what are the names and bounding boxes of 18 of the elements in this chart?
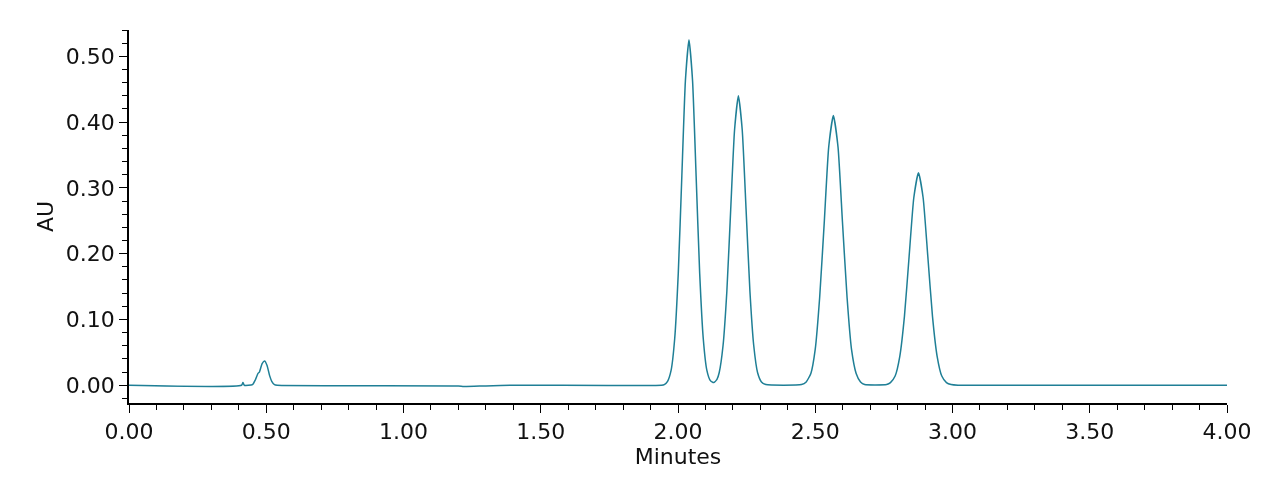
x-tick-label: 2.50	[790, 419, 840, 445]
y-axis-title: AU	[33, 200, 59, 233]
y-tick-label: 0.20	[65, 241, 115, 267]
y-tick-label: 0.10	[65, 307, 115, 333]
y-tick-label: 0.00	[65, 372, 115, 398]
x-tick-label: 3.50	[1065, 419, 1115, 445]
x-tick-label: 1.00	[379, 419, 428, 445]
x-tick-label: 1.50	[516, 419, 566, 445]
x-axis-title: Minutes	[634, 444, 722, 470]
x-tick-label: 4.00	[1202, 419, 1252, 445]
line-series	[129, 39, 1227, 388]
y-tick-label: 0.30	[65, 175, 115, 201]
x-tick-label: 0.50	[241, 419, 291, 445]
x-tick-label: 3.00	[928, 419, 977, 445]
y-tick-label: 0.40	[65, 109, 115, 135]
x-tick-label: 2.00	[653, 419, 703, 445]
y-tick-label: 0.50	[65, 44, 115, 70]
x-tick-label: 0.00	[104, 419, 154, 445]
